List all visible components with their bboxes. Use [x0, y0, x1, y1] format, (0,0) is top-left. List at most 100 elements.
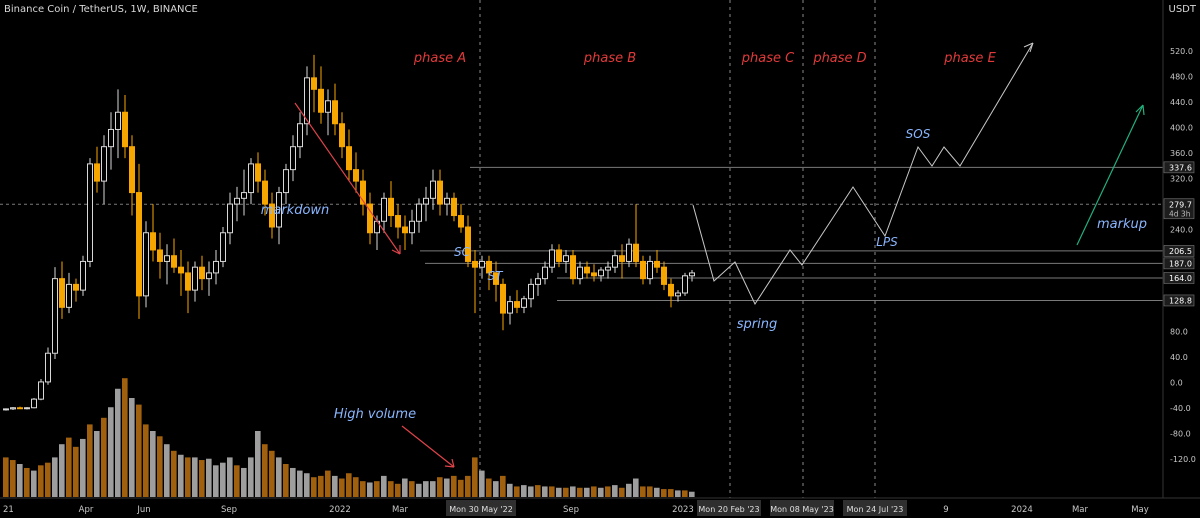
date-marker-label: Mon 08 May '23: [770, 505, 834, 514]
volume-bar: [332, 475, 338, 497]
candle-body: [80, 260, 86, 291]
candle-body: [598, 269, 604, 277]
volume-bar: [654, 487, 660, 497]
level-badge-label: 187.0: [1169, 259, 1192, 268]
volume-bar: [465, 475, 471, 497]
volume-bar: [87, 424, 93, 497]
volume-bar: [150, 431, 156, 497]
volume-bar: [248, 457, 254, 497]
volume-bar: [290, 467, 296, 497]
time-tick-label: Mar: [392, 505, 409, 515]
volume-bar: [10, 460, 16, 497]
volume-bar: [521, 485, 527, 497]
volume-bar: [80, 438, 86, 497]
volume-bar: [45, 462, 51, 497]
candle-body: [353, 169, 359, 182]
st-label: ST: [488, 269, 505, 283]
high-volume-label: High volume: [334, 407, 416, 422]
volume-bar: [206, 458, 212, 497]
volume-bar: [339, 478, 345, 497]
candle-body: [668, 283, 674, 297]
candle-body: [689, 272, 695, 277]
price-tick-label: 360.0: [1170, 149, 1193, 158]
time-tick-label: Jun: [136, 505, 150, 515]
phase-label: phase B: [583, 51, 636, 66]
candle-body: [409, 220, 415, 234]
candle-body: [626, 243, 632, 262]
volume-bar: [178, 454, 184, 497]
candle-body: [451, 197, 457, 217]
volume-bar: [472, 457, 478, 497]
candle-body: [178, 266, 184, 274]
markup-arrowhead: [1135, 104, 1145, 116]
price-tick-label: -40.0: [1170, 404, 1191, 413]
sc-label: SC: [454, 245, 471, 259]
time-tick-label: Sep: [221, 505, 237, 515]
volume-bar: [66, 437, 72, 497]
volume-bar: [234, 465, 240, 497]
phase-label: phase D: [812, 51, 866, 66]
volume-bar: [409, 481, 415, 497]
volume-bar: [283, 464, 289, 497]
candle-body: [605, 266, 611, 271]
time-tick-label: 2024: [1011, 505, 1033, 515]
volume-bar: [143, 424, 149, 497]
volume-bar: [157, 436, 163, 497]
candle-body: [591, 272, 597, 277]
volume-bar: [430, 481, 436, 497]
spring-label: spring: [737, 317, 777, 332]
price-tick-label: 400.0: [1170, 124, 1193, 133]
volume-bar: [276, 457, 282, 497]
volume-bar: [255, 431, 261, 497]
candle-body: [171, 255, 177, 268]
volume-bar: [395, 483, 401, 497]
volume-bar: [668, 489, 674, 497]
candle-body: [542, 266, 548, 280]
markup-label: markup: [1097, 217, 1147, 232]
candle-body: [612, 255, 618, 268]
phase-label: phase C: [741, 51, 795, 66]
price-tick-label: 320.0: [1170, 175, 1193, 184]
time-tick-label: 21: [3, 505, 14, 515]
candle-body: [339, 123, 345, 148]
candle-body: [66, 283, 72, 308]
volume-bar: [115, 388, 121, 497]
phase-label: phase E: [943, 51, 996, 66]
candle-body: [234, 197, 240, 205]
phase-label: phase A: [413, 51, 466, 66]
high-volume-arrowhead: [444, 458, 455, 468]
volume-bar: [570, 486, 576, 497]
candle-body: [115, 111, 121, 130]
time-tick-label: Apr: [79, 505, 94, 515]
candle-body: [388, 197, 394, 217]
candle-body: [549, 249, 555, 268]
candle-body: [10, 407, 16, 410]
candle-body: [584, 266, 590, 274]
price-tick-label: -80.0: [1170, 430, 1191, 439]
volume-bar: [101, 417, 107, 497]
candle-body: [276, 192, 282, 228]
volume-bar: [164, 444, 170, 497]
candle-body: [129, 146, 135, 194]
candle-body: [430, 180, 436, 199]
volume-bar: [374, 481, 380, 497]
volume-bar: [94, 431, 100, 497]
candle-body: [675, 292, 681, 297]
candle-body: [535, 278, 541, 285]
level-badge: [1163, 294, 1195, 307]
price-tick-label: 0.0: [1170, 379, 1183, 388]
lps-label: LPS: [876, 235, 898, 249]
volume-bar: [605, 486, 611, 497]
volume-bar: [227, 457, 233, 497]
volume-bar: [661, 489, 667, 497]
volume-bar: [269, 450, 275, 497]
candle-body: [479, 260, 485, 268]
candle-body: [290, 146, 296, 171]
volume-bar: [122, 378, 128, 497]
date-marker-badge: [446, 500, 516, 516]
volume-bar: [549, 486, 555, 497]
volume-bar: [220, 462, 226, 497]
volume-bar: [647, 486, 653, 497]
volume-bar: [388, 481, 394, 497]
